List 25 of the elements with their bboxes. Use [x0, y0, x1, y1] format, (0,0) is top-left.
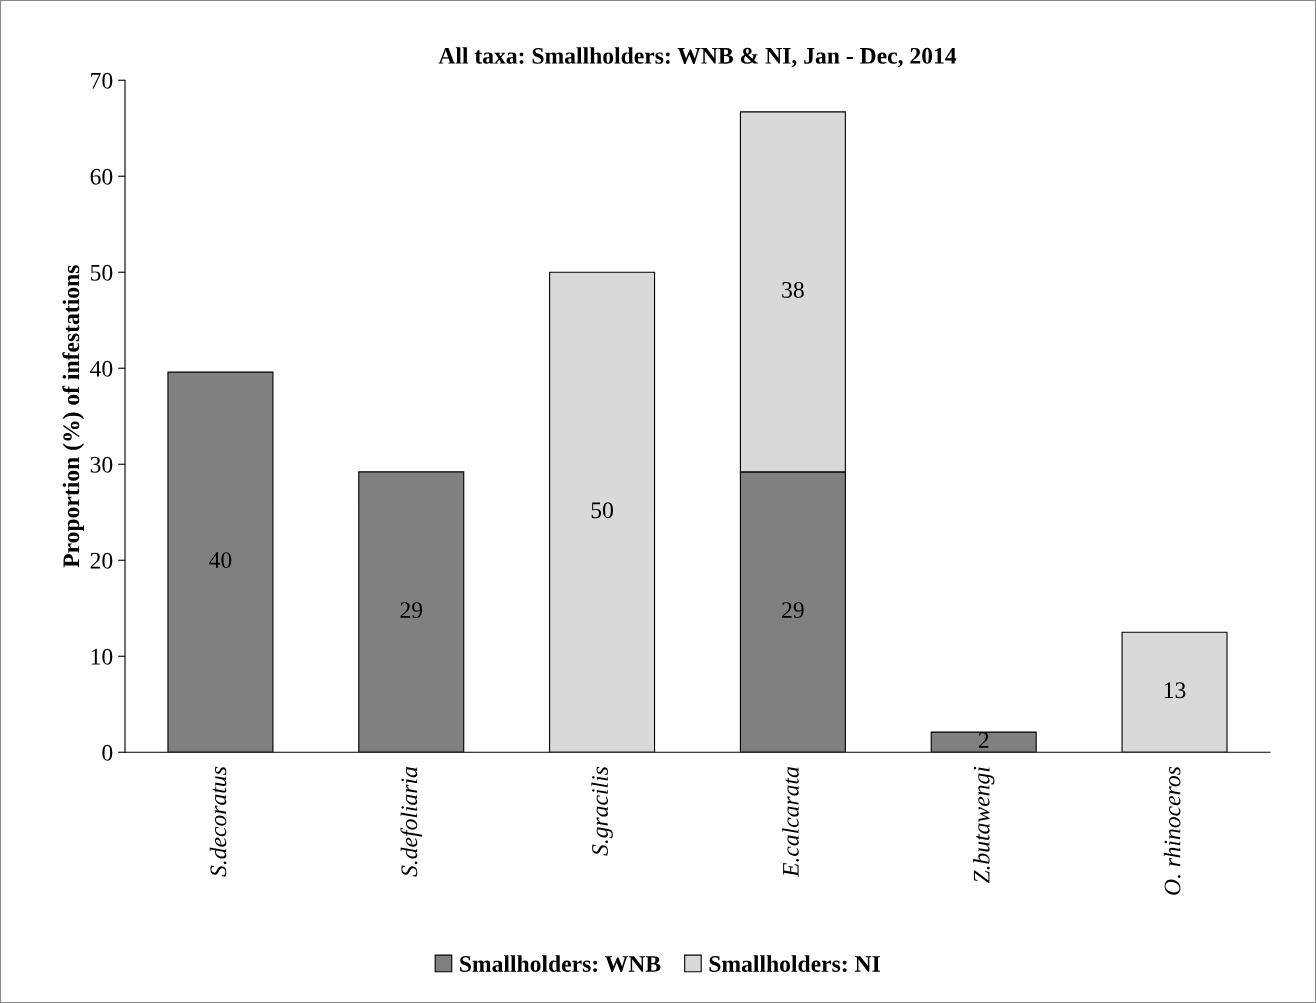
y-tick-label: 60 — [90, 168, 113, 185]
y-tick-label: 0 — [102, 744, 113, 761]
chart-title: All taxa: Smallholders: WNB & NI, Jan - Dec, 2014 — [438, 47, 957, 68]
data-label: 50 — [591, 502, 613, 519]
x-tick-label: S.gracilis — [591, 766, 613, 856]
data-label: 2 — [978, 732, 989, 748]
x-tick-label: S.defoliaria — [400, 767, 423, 877]
y-axis-title: Proportion (%) of infestations — [62, 265, 85, 568]
data-label: 40 — [209, 552, 232, 569]
data-label: 13 — [1164, 682, 1186, 699]
y-tick-label: 70 — [91, 72, 113, 89]
data-label: 29 — [400, 602, 423, 618]
x-tick-label: S.decoratus — [209, 766, 227, 877]
x-tick-label: E.calcarata — [782, 767, 799, 878]
y-tick-label: 40 — [90, 360, 113, 377]
y-tick-label: 10 — [91, 648, 113, 665]
legend-label: Smallholders: WNB — [460, 955, 661, 973]
y-tick-label: 20 — [90, 552, 113, 569]
x-tick-label: O. rhinoceros — [1163, 766, 1181, 895]
y-tick-label: 30 — [90, 456, 113, 473]
data-label: 29 — [782, 602, 804, 618]
x-tick-label: Z.butawengi — [973, 766, 995, 884]
data-label: 38 — [782, 281, 804, 298]
y-tick-label: 50 — [90, 264, 113, 281]
legend-label: Smallholders: NI — [709, 955, 881, 973]
